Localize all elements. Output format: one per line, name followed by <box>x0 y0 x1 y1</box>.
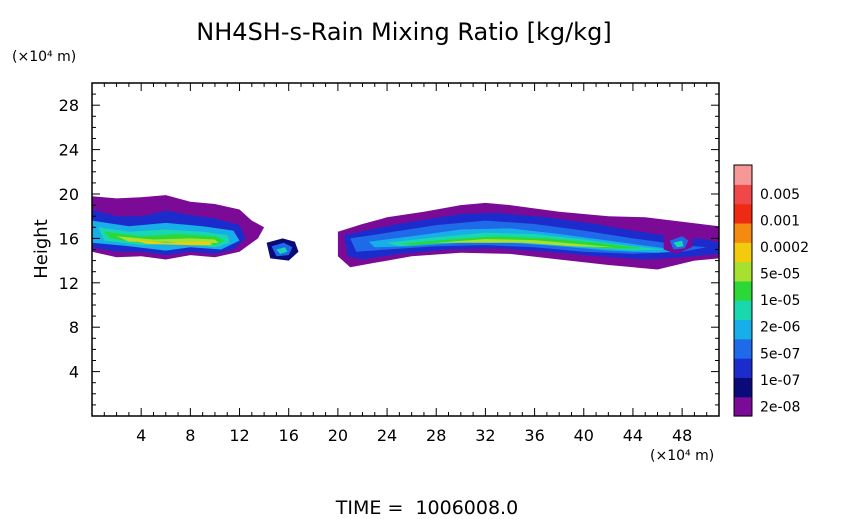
axis-ticks <box>92 83 719 416</box>
x-unit-label: (×10⁴ m) <box>650 448 714 464</box>
y-tick-label: 16 <box>59 229 79 248</box>
heatmap-fill-layer <box>92 195 719 270</box>
colorbar-label: 1e-05 <box>760 293 800 309</box>
x-tick-label: 8 <box>185 426 195 445</box>
x-tick-label: 20 <box>328 426 348 445</box>
y-tick-label: 20 <box>59 185 79 204</box>
colorbar-label: 2e-08 <box>760 399 800 415</box>
x-tick-label: 16 <box>279 426 299 445</box>
y-tick-label: 4 <box>69 363 79 382</box>
y-tick-label: 28 <box>59 96 79 115</box>
x-tick-label: 4 <box>136 426 146 445</box>
colorbar-label: 0.001 <box>760 214 800 230</box>
x-tick-label: 48 <box>672 426 692 445</box>
x-tick-label: 36 <box>524 426 544 445</box>
colorbar-swatch <box>734 377 752 398</box>
colorbar-label: 0.005 <box>760 187 800 203</box>
colorbar-swatch <box>734 165 752 185</box>
colorbar-swatch <box>734 358 752 378</box>
colorbar-swatch <box>734 261 752 282</box>
y-tick-label: 24 <box>59 141 79 160</box>
colorbar-swatch <box>734 396 752 417</box>
colorbar-swatch <box>734 300 752 321</box>
chart-title: NH4SH-s-Rain Mixing Ratio [kg/kg] <box>196 18 611 46</box>
y-tick-label: 8 <box>69 318 79 337</box>
x-tick-labels: 4 8 12 16 20 24 28 32 36 40 44 48 <box>136 426 692 445</box>
x-tick-label: 28 <box>426 426 446 445</box>
contour-arc-level-7 <box>436 239 615 248</box>
y-unit-label: (×10⁴ m) <box>12 49 76 65</box>
colorbar-label: 5e-05 <box>760 267 800 283</box>
x-tick-label: 44 <box>623 426 643 445</box>
colorbar-swatch <box>734 338 752 359</box>
x-tick-label: 24 <box>377 426 397 445</box>
colorbar-label: 0.0002 <box>760 240 809 256</box>
contour-puff-level-5 <box>276 247 288 254</box>
x-tick-label: 32 <box>475 426 495 445</box>
colorbar-swatch <box>734 222 752 243</box>
y-tick-labels: 4 8 12 16 20 24 28 <box>59 96 79 381</box>
y-tick-label: 12 <box>59 274 79 293</box>
contour-blob-level-5 <box>673 240 684 248</box>
colorbar-swatch <box>734 319 752 340</box>
colorbar-frame <box>733 164 753 417</box>
colorbar-label: 5e-07 <box>760 346 800 362</box>
colorbar-swatch <box>734 242 752 263</box>
contour-band-level-7 <box>116 236 219 244</box>
y-axis-label: Height <box>31 219 52 279</box>
x-tick-label: 40 <box>574 426 594 445</box>
colorbar-swatch <box>734 184 752 205</box>
colorbar-label: 1e-07 <box>760 373 800 389</box>
colorbar: 0.005 0.001 0.0002 5e-05 1e-05 2e-06 5e-07 1e-0… <box>733 164 809 417</box>
time-footer: TIME = 1006008.0 <box>335 497 518 519</box>
colorbar-label: 2e-06 <box>760 320 800 336</box>
colorbar-swatch <box>734 203 752 224</box>
contour-band-level-8 <box>128 239 213 246</box>
x-tick-label: 12 <box>229 426 249 445</box>
colorbar-swatch <box>734 280 752 301</box>
